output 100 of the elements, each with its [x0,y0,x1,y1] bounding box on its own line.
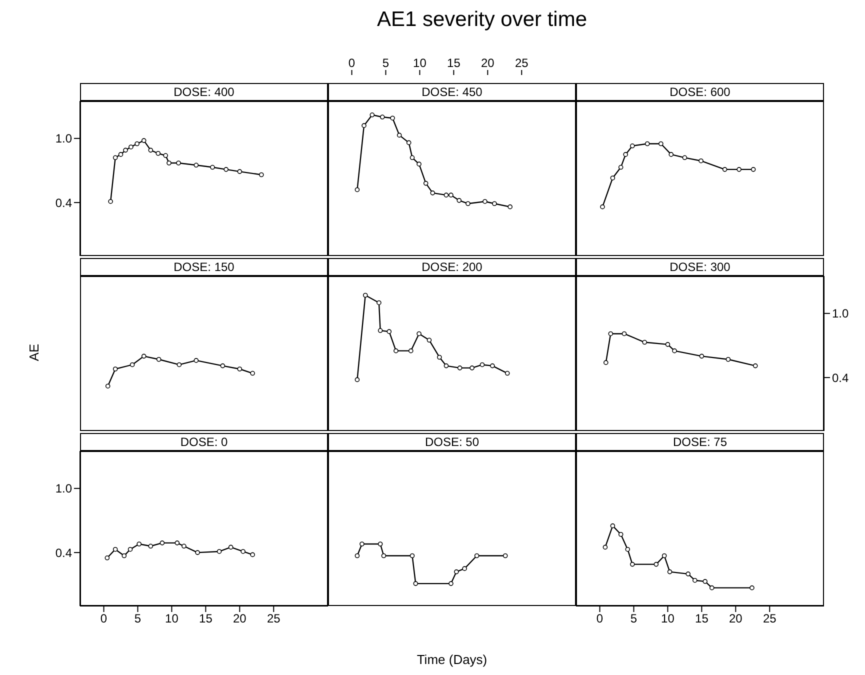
point [437,354,442,360]
point [630,562,635,567]
point [750,167,756,172]
y-tick-label: 0.4 [55,546,72,560]
point [122,553,127,558]
point [456,198,462,203]
point [362,292,368,298]
point [410,155,415,160]
point [156,150,161,156]
point [508,204,512,210]
point [448,192,454,198]
point [166,160,172,166]
point [176,160,181,166]
point [240,549,246,554]
point [686,572,691,576]
point [112,546,118,552]
x-tick-label: 10 [165,612,179,626]
chart-title: DOSE: 150 [80,258,328,276]
point [622,331,627,336]
point [406,140,412,146]
chart-title: DOSE: 75 [576,433,824,451]
point [224,167,228,172]
point [104,555,110,560]
chart-title: DOSE: 400 [80,83,328,101]
point [457,366,462,370]
y-tick-label: 1.0 [55,482,72,496]
point [118,152,124,157]
point [600,204,605,210]
point [362,123,366,128]
x-tick-label: 20 [480,56,495,70]
point [123,148,128,153]
point [194,358,199,363]
point [259,172,264,178]
point [250,552,255,558]
point [394,348,398,354]
point [156,356,162,362]
point [128,546,133,552]
point [105,384,110,389]
chart-title: DOSE: 450 [328,83,576,101]
point [603,360,608,365]
point [112,155,118,160]
chart-title: DOSE: 50 [328,433,576,451]
point [426,338,432,343]
point [667,569,672,574]
point [370,112,375,118]
text: AE1 severity over time [376,8,588,32]
point [474,553,480,558]
x-tick-label: 0 [348,56,356,70]
point [176,362,182,368]
point [470,366,474,370]
point [668,152,674,157]
point [380,114,385,120]
point [618,532,624,537]
point [390,116,395,121]
point [736,167,742,172]
point [396,132,402,138]
x-tick-label: 15 [199,612,213,626]
point [623,152,628,157]
point [654,562,659,567]
x-tick-label: 5 [134,612,142,626]
point [504,370,510,376]
point [194,162,199,168]
point [354,553,360,558]
point [665,342,670,347]
point [702,579,708,584]
point [709,585,714,590]
point [699,354,704,359]
point [722,167,728,172]
x-tick-label: 0 [100,612,108,626]
point [752,363,758,368]
point [136,542,142,546]
point [644,141,650,146]
point [108,199,113,204]
point [237,169,242,174]
chart-title: DOSE: 300 [576,258,824,276]
x-tick-label: 10 [661,612,675,626]
x-tick-label: 20 [728,612,743,626]
point [416,331,422,336]
x-tick-label: 0 [596,612,604,626]
point [381,553,386,558]
point [444,363,449,368]
x-tick-label: 25 [762,612,777,626]
x-tick-label: 5 [382,56,390,70]
x-tick-label: 5 [630,612,638,626]
point [416,162,422,166]
point [618,164,624,170]
x-tick-label: 15 [447,56,461,70]
point [610,176,616,180]
point [658,141,664,146]
point [386,329,392,334]
point [602,544,608,550]
point [182,544,186,549]
point [502,553,508,558]
point [608,331,614,336]
chart-title: DOSE: 0 [80,433,328,451]
point [482,199,488,204]
point [210,164,215,170]
x-tick-label: 15 [695,612,709,626]
point [378,542,383,546]
point [642,340,648,345]
